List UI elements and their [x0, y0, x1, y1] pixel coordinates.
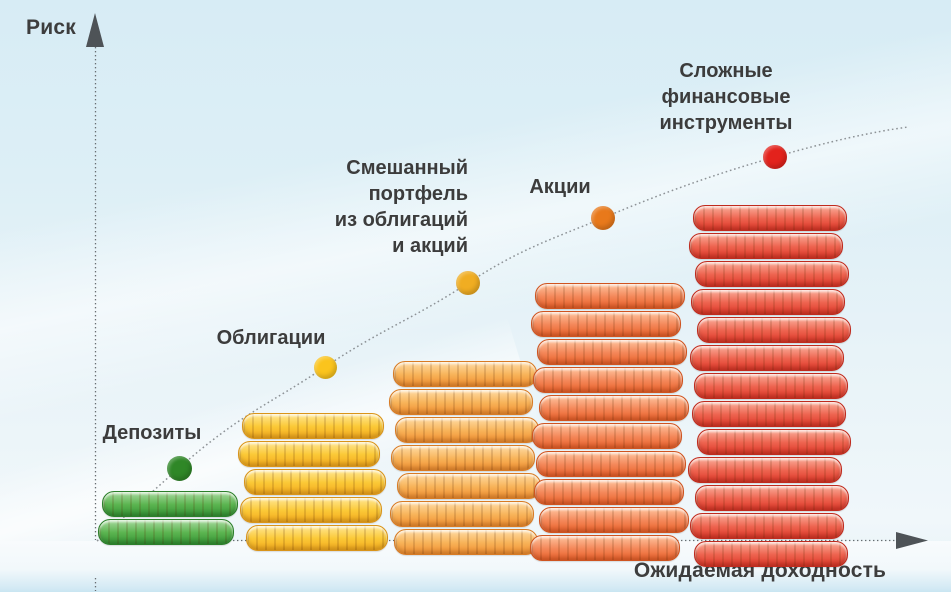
curve-dot-complex-instruments: [763, 145, 787, 169]
coin: [688, 457, 842, 483]
instrument-label-mixed-portfolio: Смешанный портфель из облигаций и акций: [334, 157, 468, 257]
coin-stack-bonds: [231, 411, 395, 551]
coin: [693, 205, 847, 231]
coin-stack-complex-instruments: [682, 203, 858, 567]
coin: [696, 317, 851, 343]
coin: [535, 283, 685, 309]
coin: [694, 261, 849, 287]
coin: [531, 423, 682, 449]
coin: [694, 541, 848, 567]
y-axis-arrow-icon: [86, 13, 104, 47]
coin: [690, 513, 844, 539]
coin: [393, 361, 537, 387]
coin: [388, 389, 533, 415]
curve-dot-deposits: [166, 455, 192, 481]
coin: [690, 289, 845, 315]
coin: [237, 441, 380, 467]
coin: [394, 417, 539, 443]
coin: [245, 525, 388, 551]
coin: [532, 367, 683, 393]
coin: [688, 233, 843, 259]
coin: [695, 485, 849, 511]
curve-dot-bonds: [313, 355, 337, 379]
instrument-label-deposits: Депозиты: [102, 422, 202, 444]
coin: [693, 373, 848, 399]
coin: [389, 501, 534, 527]
coin: [538, 395, 689, 421]
coin: [396, 473, 541, 499]
coin: [393, 529, 538, 555]
coin: [539, 507, 689, 533]
coin: [697, 429, 851, 455]
instrument-label-stocks: Акции: [529, 176, 591, 198]
coin: [533, 479, 684, 505]
coin: [536, 339, 687, 365]
y-axis-label: Риск: [26, 16, 76, 39]
coin: [239, 497, 382, 523]
instrument-label-complex-instruments: Сложные финансовые инструменты: [659, 60, 793, 134]
coin: [530, 311, 681, 337]
coin-stack-mixed-portfolio: [382, 359, 548, 555]
coin: [390, 445, 535, 471]
coin: [691, 401, 846, 427]
coin-stack-stocks: [524, 281, 696, 561]
coin: [535, 451, 686, 477]
coin: [689, 345, 844, 371]
coin: [97, 519, 234, 545]
curve-dot-stocks: [591, 206, 615, 230]
curve-dot-mixed-portfolio: [456, 271, 480, 295]
x-axis-arrow-icon: [896, 532, 928, 549]
coin-stack-deposits: [91, 489, 249, 545]
coin: [243, 469, 386, 495]
coin: [530, 535, 680, 561]
coin: [102, 491, 238, 517]
instrument-label-bonds: Облигации: [216, 327, 326, 349]
coin: [242, 413, 384, 439]
